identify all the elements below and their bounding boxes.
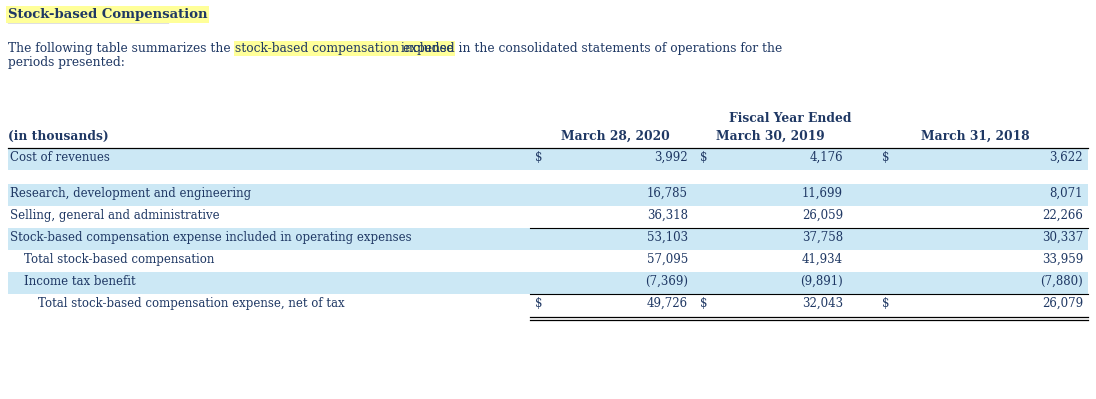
Text: 26,059: 26,059 [802,209,843,222]
Text: included in the consolidated statements of operations for the: included in the consolidated statements … [397,42,783,55]
Text: March 30, 2019: March 30, 2019 [716,130,824,143]
Bar [8,206,1088,228]
Text: (in thousands): (in thousands) [8,130,109,143]
Text: 57,095: 57,095 [647,253,688,266]
Text: $: $ [535,151,543,164]
Text: 53,103: 53,103 [647,231,688,244]
Text: 3,622: 3,622 [1050,151,1083,164]
Text: (9,891): (9,891) [800,275,843,288]
Text: 11,699: 11,699 [802,187,843,200]
Bar [8,170,1088,184]
Bar [8,228,1088,250]
Text: (7,369): (7,369) [646,275,688,288]
Text: 41,934: 41,934 [802,253,843,266]
Text: 30,337: 30,337 [1042,231,1083,244]
Text: 37,758: 37,758 [802,231,843,244]
Text: 33,959: 33,959 [1042,253,1083,266]
Bar [8,250,1088,272]
Text: $: $ [882,297,890,310]
Text: Stock-based Compensation: Stock-based Compensation [8,8,207,21]
Text: Research, development and engineering: Research, development and engineering [10,187,251,200]
Bar [8,294,1088,316]
Text: $: $ [700,297,708,310]
Text: Total stock-based compensation: Total stock-based compensation [24,253,215,266]
Text: 22,266: 22,266 [1042,209,1083,222]
Text: March 28, 2020: March 28, 2020 [561,130,670,143]
Text: 3,992: 3,992 [654,151,688,164]
Text: $: $ [535,297,543,310]
Bar [8,184,1088,206]
Text: March 31, 2018: March 31, 2018 [921,130,1029,143]
Text: 4,176: 4,176 [809,151,843,164]
Text: 16,785: 16,785 [647,187,688,200]
Text: Cost of revenues: Cost of revenues [10,151,110,164]
Text: periods presented:: periods presented: [8,56,125,69]
Bar [8,148,1088,170]
Text: 32,043: 32,043 [802,297,843,310]
Text: Selling, general and administrative: Selling, general and administrative [10,209,219,222]
Text: 49,726: 49,726 [647,297,688,310]
Text: Stock-based compensation expense included in operating expenses: Stock-based compensation expense include… [10,231,412,244]
Bar [8,272,1088,294]
Text: The following table summarizes the amount of: The following table summarizes the amoun… [8,42,301,55]
Text: 36,318: 36,318 [647,209,688,222]
Text: $: $ [882,151,890,164]
Text: Fiscal Year Ended: Fiscal Year Ended [729,112,852,125]
Text: stock-based compensation expense: stock-based compensation expense [236,42,454,55]
Text: Total stock-based compensation expense, net of tax: Total stock-based compensation expense, … [38,297,344,310]
Text: Income tax benefit: Income tax benefit [24,275,136,288]
Text: 8,071: 8,071 [1050,187,1083,200]
Text: 26,079: 26,079 [1042,297,1083,310]
Text: $: $ [700,151,708,164]
Text: (7,880): (7,880) [1040,275,1083,288]
